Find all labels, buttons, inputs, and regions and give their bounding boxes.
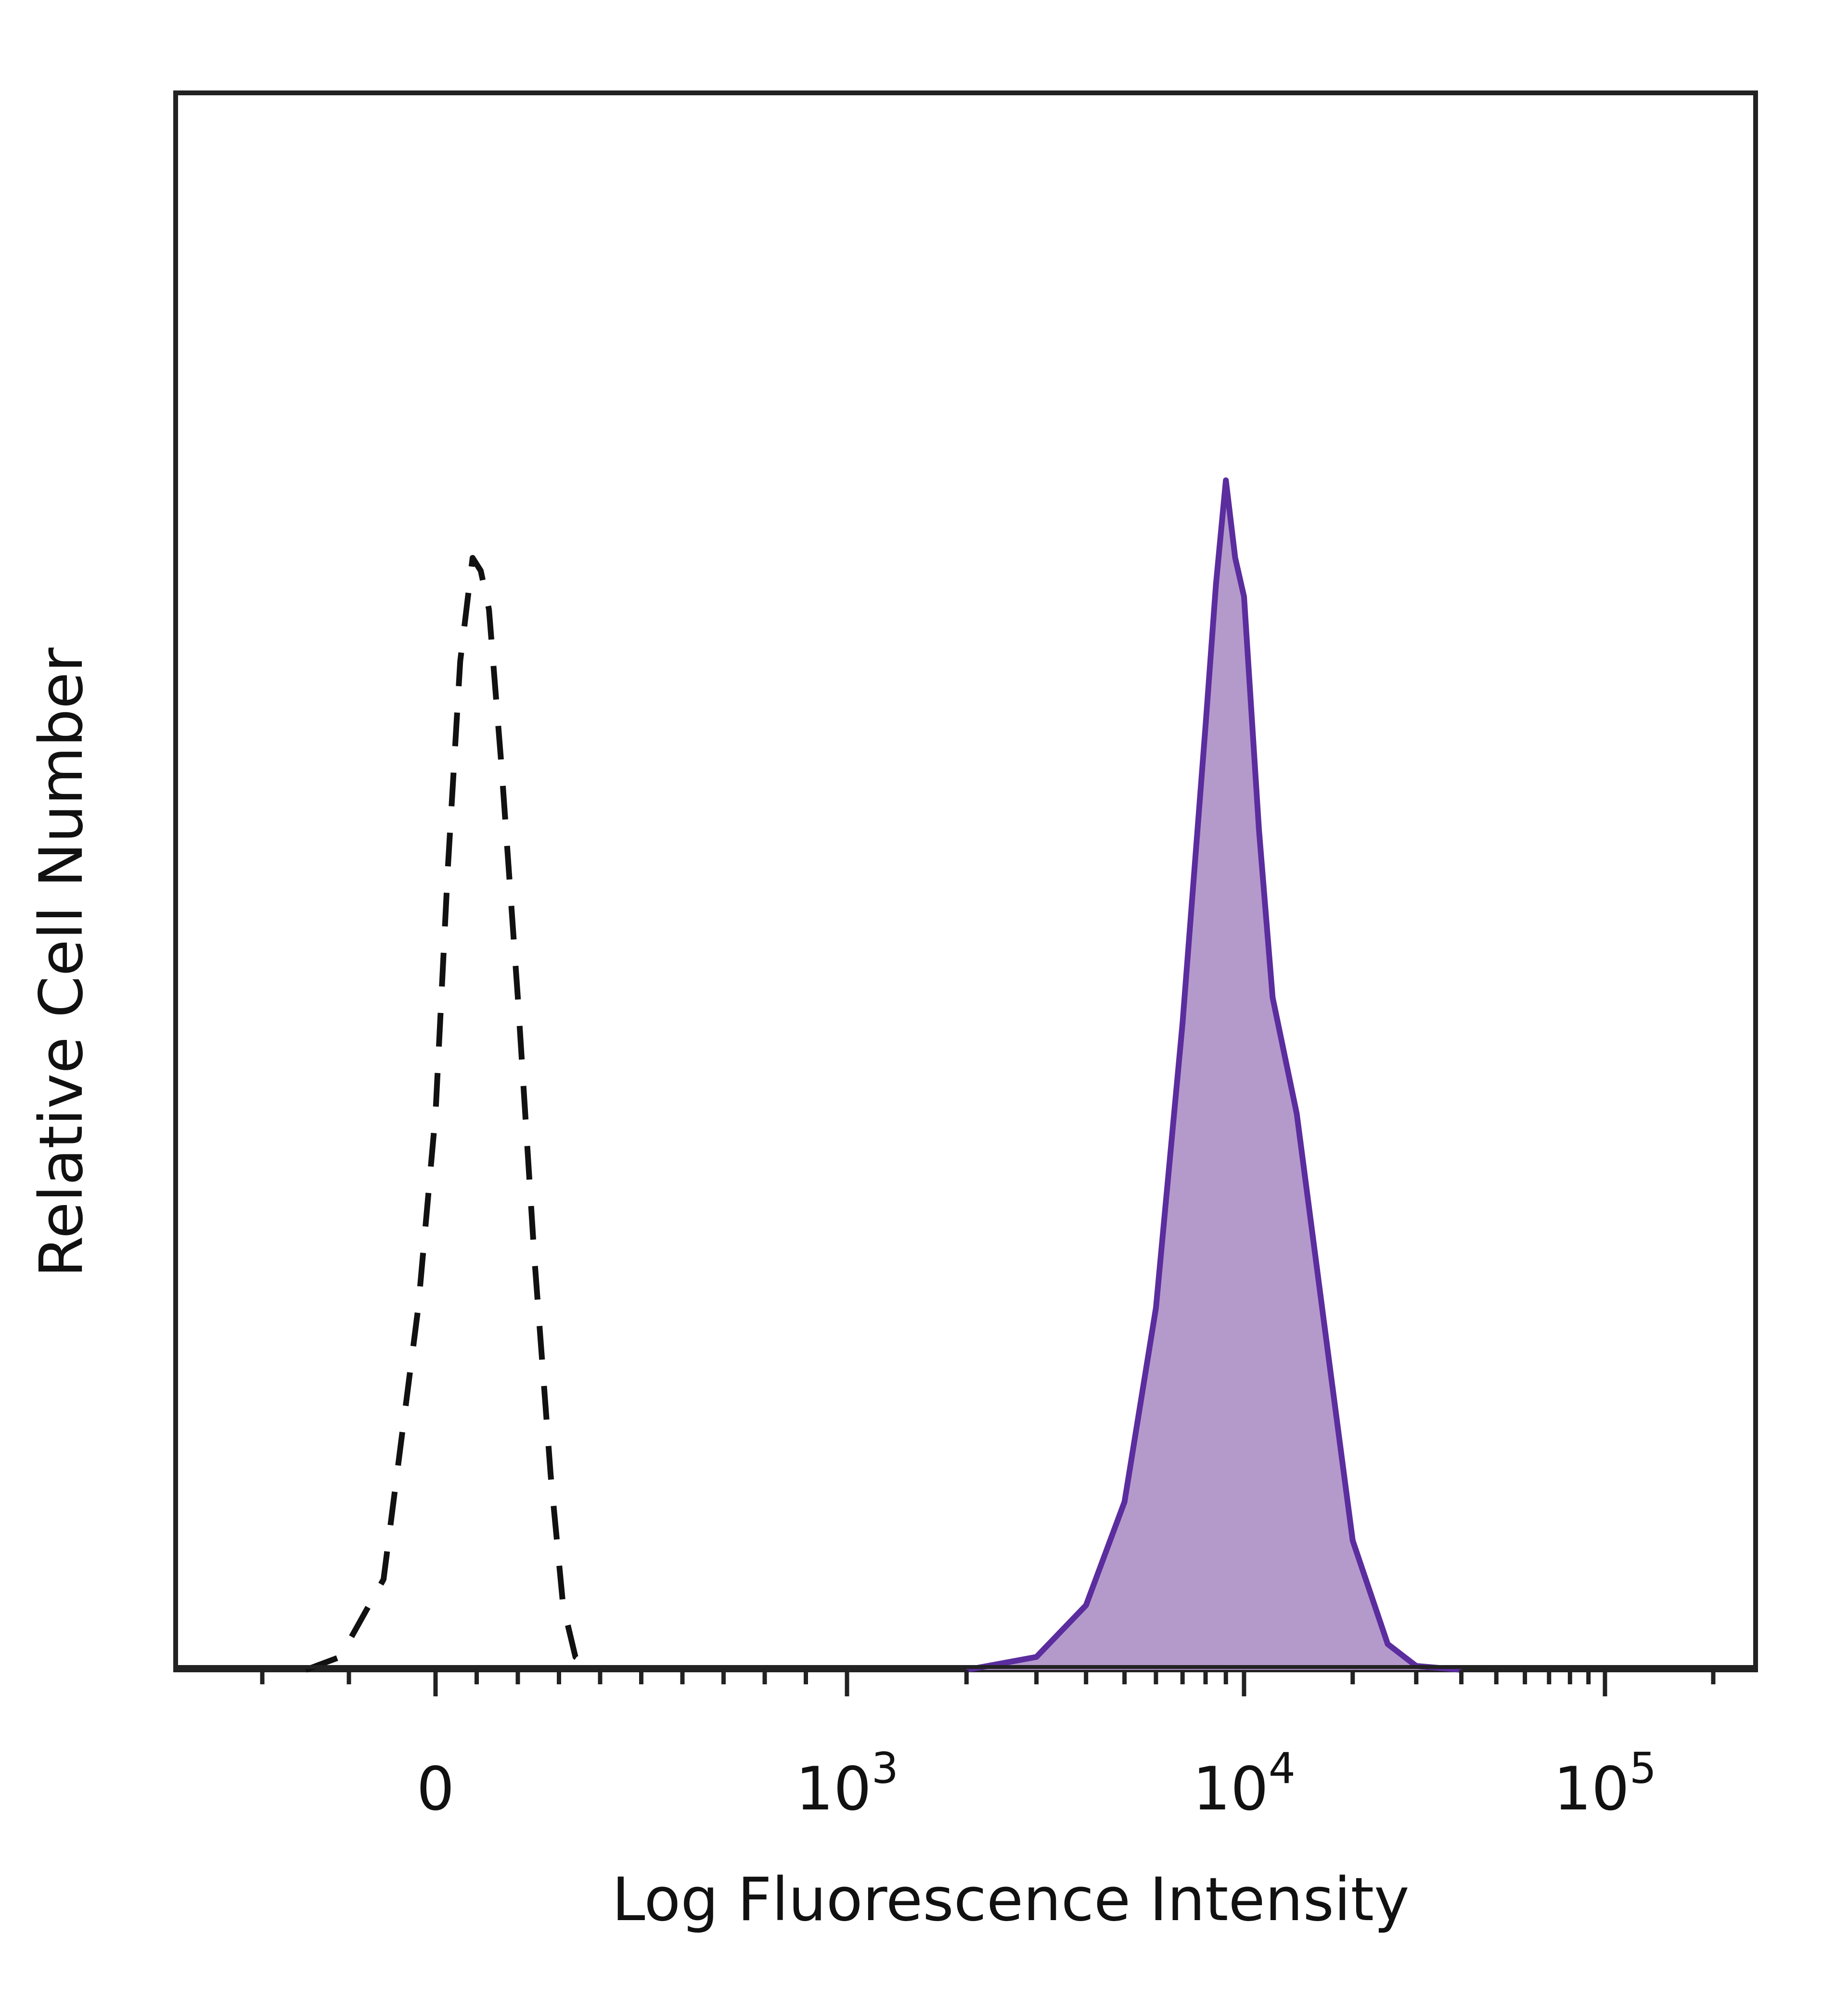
x-tick-label: 103 [796, 1744, 898, 1824]
x-tick-label: 104 [1193, 1744, 1296, 1824]
series-1-fill [966, 480, 1462, 1670]
x-tick-label: 105 [1553, 1744, 1656, 1824]
series-1-line [966, 477, 1462, 1673]
plot-frame [173, 90, 1758, 1672]
x-tick-label: 0 [417, 1755, 455, 1824]
series-layer [176, 477, 1756, 1673]
y-axis-label: Relative Cell Number [27, 648, 96, 1278]
x-axis-tick-labels: 0 103 104 105 [417, 1744, 1656, 1824]
x-axis-label: Log Fluorescence Intensity [612, 1865, 1410, 1935]
x-axis-ticks [260, 1670, 1716, 1696]
